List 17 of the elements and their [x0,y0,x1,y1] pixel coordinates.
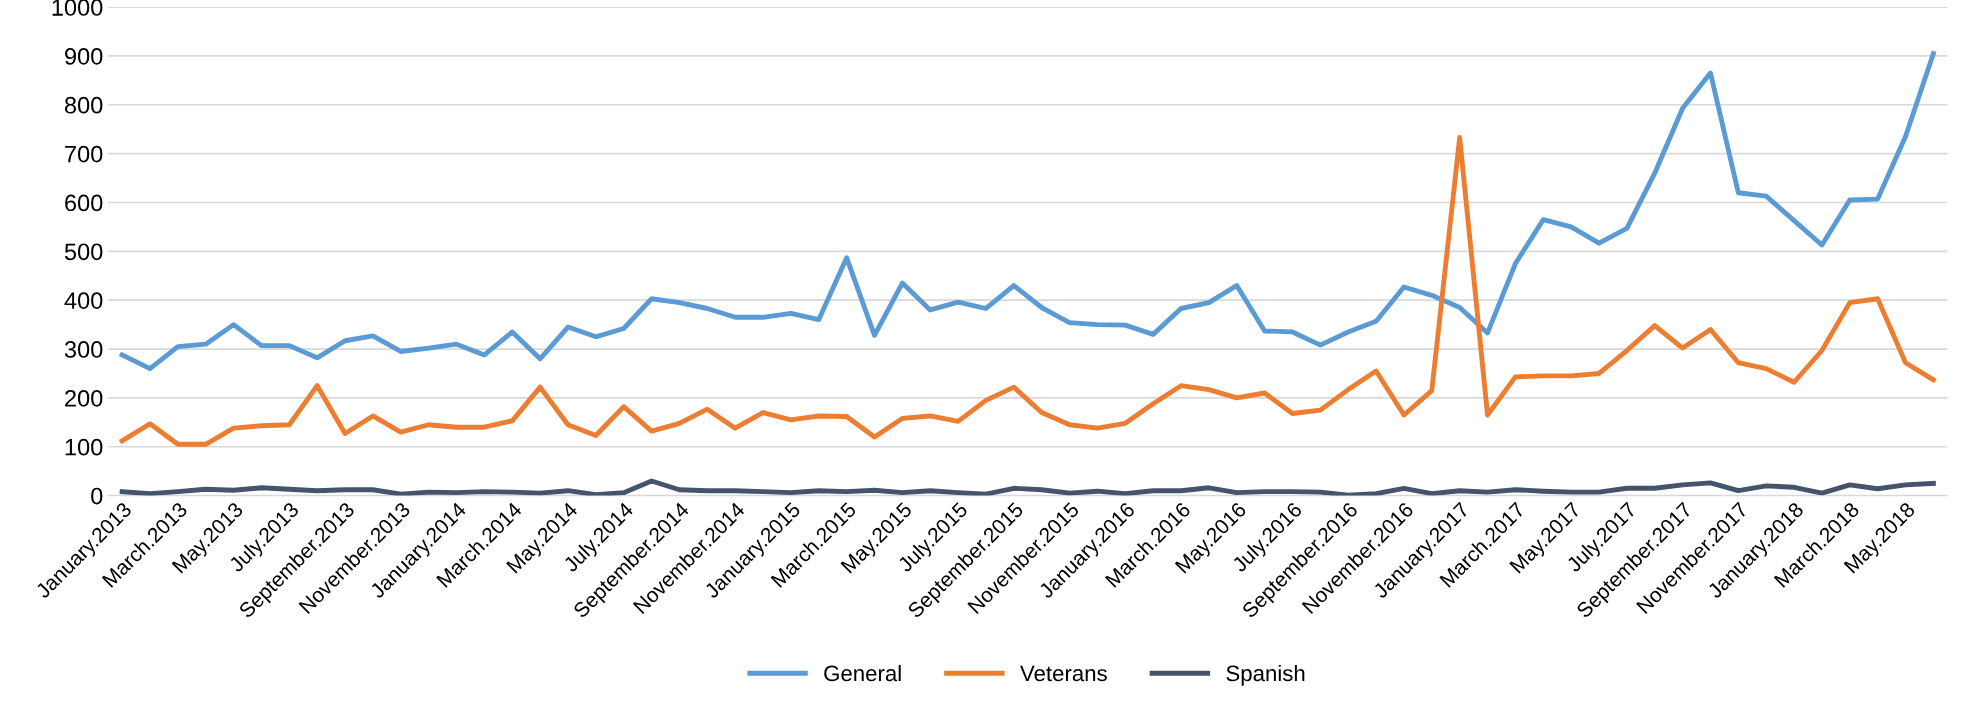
legend-label: General [824,664,901,682]
line-series [119,478,1936,496]
y-tick-label: 500 [64,243,103,261]
line-series [119,51,1936,372]
y-tick-label: 400 [64,292,103,309]
y-tick-label: 300 [64,341,103,358]
y-tick-label: 0 [91,487,103,505]
y-tick-label: 200 [65,389,103,407]
y-tick-label: 600 [65,194,103,212]
y-tick-label: 900 [65,48,103,65]
legend-label: Spanish [1226,664,1305,686]
y-tick-label: 1000 [52,0,103,16]
y-tick-label: 800 [64,96,103,114]
legend-label: Veterans [1020,665,1107,682]
y-tick-label: 100 [65,438,103,456]
line-series [119,135,1936,447]
y-tick-label: 700 [65,145,103,163]
